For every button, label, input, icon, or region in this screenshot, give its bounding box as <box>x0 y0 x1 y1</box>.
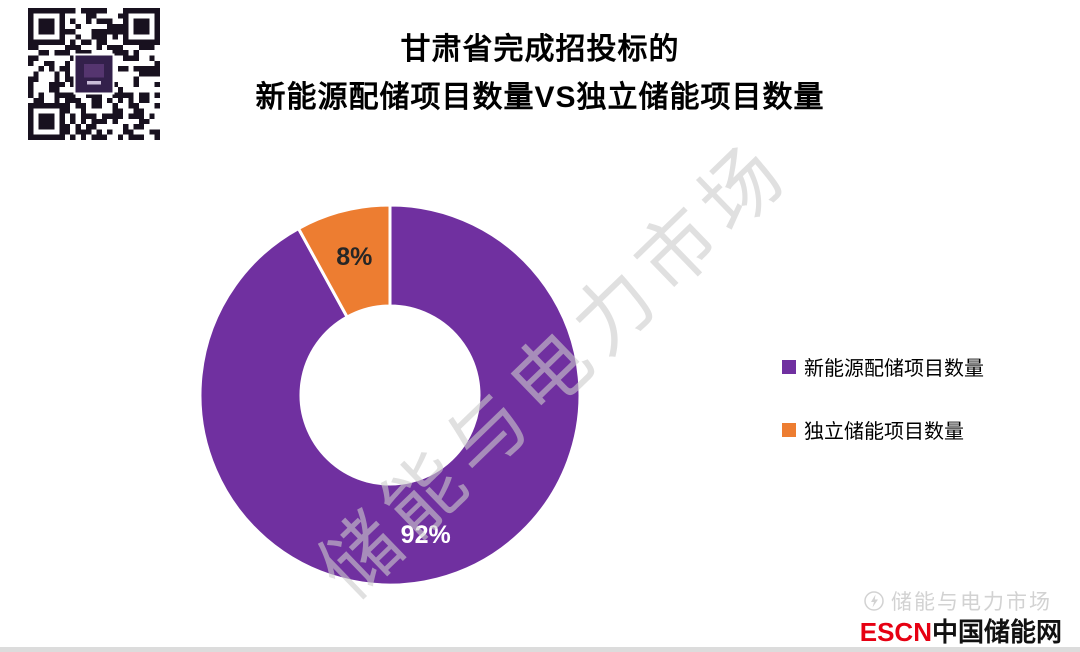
footer-watermark-text: 储能与电力市场 <box>891 591 1052 614</box>
bottom-strip <box>0 647 1080 652</box>
escn-logo-red: ESCN <box>859 617 932 647</box>
escn-logo-site: 中国储能网 <box>931 617 1062 647</box>
donut-slice-1 <box>296 203 392 320</box>
slice-data-label-1: 8% <box>336 243 372 271</box>
watermark-logo-icon <box>863 590 885 612</box>
legend-label-0: 新能源配储项目数量 <box>804 358 984 380</box>
legend-swatch-purple <box>782 359 796 374</box>
legend-item-0: 新能源配储项目数量 <box>782 352 984 381</box>
chart-legend: 新能源配储项目数量 独立储能项目数量 <box>782 352 984 478</box>
chart-title-line1: 甘肃省完成招投标的 <box>400 33 680 66</box>
legend-swatch-orange <box>782 422 796 437</box>
chart-title: 甘肃省完成招投标的 新能源配储项目数量VS独立储能项目数量 <box>0 26 1080 122</box>
escn-logo: ESCN中国储能网 <box>860 612 1062 649</box>
donut-slice-0 <box>198 203 582 587</box>
legend-item-1: 独立储能项目数量 <box>782 415 984 444</box>
slice-data-label-0: 92% <box>401 521 451 549</box>
footer-watermark: 储能与电力市场 <box>863 586 1052 616</box>
legend-label-1: 独立储能项目数量 <box>804 421 964 443</box>
qr-code <box>28 8 160 140</box>
donut-chart: 92% 8% <box>198 203 582 587</box>
chart-title-line2: 新能源配储项目数量VS独立储能项目数量 <box>255 81 825 114</box>
